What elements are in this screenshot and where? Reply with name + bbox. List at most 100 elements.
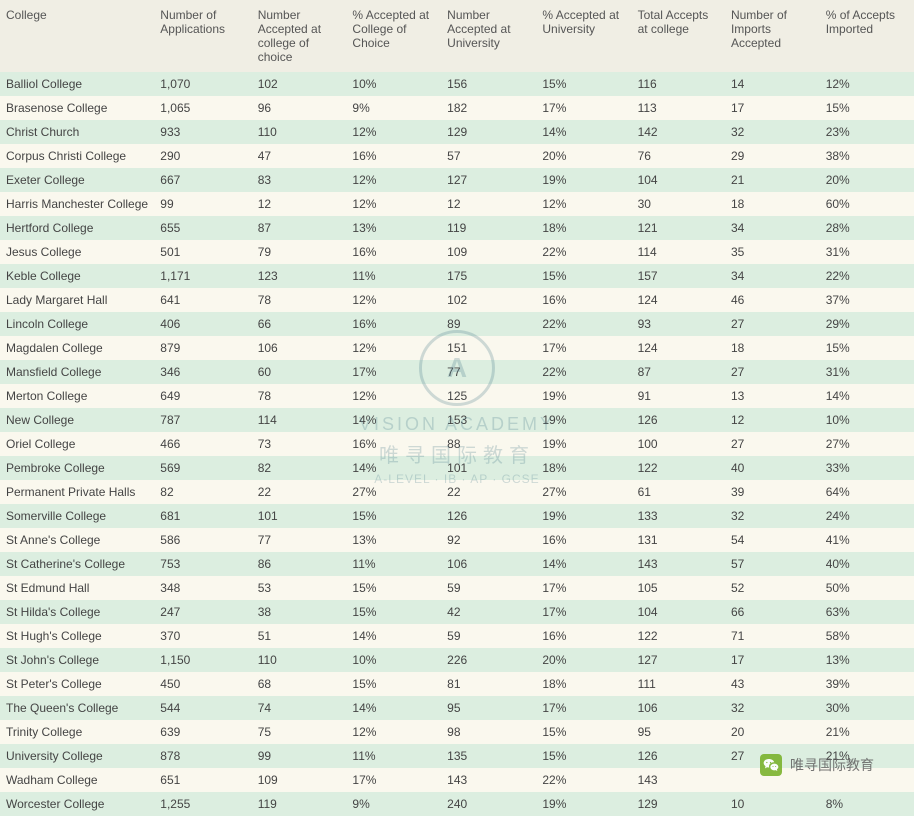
table-cell: 143 [632, 552, 725, 576]
table-cell: University College [0, 744, 154, 768]
table-cell: 1,150 [154, 648, 251, 672]
table-cell: 450 [154, 672, 251, 696]
table-cell: 15% [536, 72, 631, 96]
table-cell: 406 [154, 312, 251, 336]
table-cell: 78 [252, 288, 347, 312]
table-cell: 14% [346, 408, 441, 432]
table-cell: 753 [154, 552, 251, 576]
table-row: Lady Margaret Hall6417812%10216%1244637% [0, 288, 914, 312]
table-cell: 247 [154, 600, 251, 624]
table-cell: 19% [536, 792, 631, 816]
table-cell: 61 [632, 480, 725, 504]
table-cell: 47 [252, 144, 347, 168]
table-cell: 22% [536, 312, 631, 336]
table-cell: 8% [820, 792, 914, 816]
table-cell: 142 [632, 120, 725, 144]
table-cell: 12% [536, 192, 631, 216]
table-cell: 66 [252, 312, 347, 336]
table-cell: 27% [346, 480, 441, 504]
table-cell: 106 [252, 336, 347, 360]
table-body: Balliol College1,07010210%15615%1161412%… [0, 72, 914, 816]
table-cell: Oriel College [0, 432, 154, 456]
table-cell: 27% [536, 480, 631, 504]
table-cell: 77 [252, 528, 347, 552]
table-cell: 13% [820, 648, 914, 672]
table-cell: 114 [252, 408, 347, 432]
table-cell: 32 [725, 696, 820, 720]
table-row: Lincoln College4066616%8922%932729% [0, 312, 914, 336]
column-header: Number Accepted at college of choice [252, 0, 347, 72]
table-cell: 19% [536, 168, 631, 192]
wechat-icon [760, 754, 782, 776]
table-cell: 14% [346, 624, 441, 648]
table-cell: 12% [346, 720, 441, 744]
table-cell: 71 [725, 624, 820, 648]
table-cell: 18 [725, 192, 820, 216]
table-cell: 116 [632, 72, 725, 96]
table-cell: Permanent Private Halls [0, 480, 154, 504]
table-cell: 22% [820, 264, 914, 288]
table-cell: 151 [441, 336, 536, 360]
table-cell: Wadham College [0, 768, 154, 792]
table-cell: 13% [346, 528, 441, 552]
table-cell: 73 [252, 432, 347, 456]
column-header: % Accepted at University [536, 0, 631, 72]
table-cell: 127 [632, 648, 725, 672]
table-cell: 63% [820, 600, 914, 624]
table-cell: 68 [252, 672, 347, 696]
table-cell: 10% [820, 408, 914, 432]
table-cell: 17% [536, 336, 631, 360]
table-cell: 21% [820, 720, 914, 744]
table-cell: 21 [725, 168, 820, 192]
table-cell: 43 [725, 672, 820, 696]
table-cell: 50% [820, 576, 914, 600]
table-cell: 641 [154, 288, 251, 312]
table-cell: Balliol College [0, 72, 154, 96]
table-cell: 15% [536, 264, 631, 288]
table-cell: 131 [632, 528, 725, 552]
table-cell: 129 [441, 120, 536, 144]
column-header: Number of Imports Accepted [725, 0, 820, 72]
table-cell: 57 [725, 552, 820, 576]
table-cell: Keble College [0, 264, 154, 288]
table-cell: 34 [725, 216, 820, 240]
table-cell: 106 [441, 552, 536, 576]
table-row: Exeter College6678312%12719%1042120% [0, 168, 914, 192]
table-cell: 51 [252, 624, 347, 648]
table-cell: 101 [252, 504, 347, 528]
table-cell: 22 [441, 480, 536, 504]
table-cell: Somerville College [0, 504, 154, 528]
table-cell: 96 [252, 96, 347, 120]
table-cell: Merton College [0, 384, 154, 408]
table-cell: 157 [632, 264, 725, 288]
table-cell: 83 [252, 168, 347, 192]
table-cell: 19% [536, 504, 631, 528]
table-cell: 466 [154, 432, 251, 456]
table-row: Permanent Private Halls822227%2227%61396… [0, 480, 914, 504]
table-cell: Lady Margaret Hall [0, 288, 154, 312]
table-cell: 99 [154, 192, 251, 216]
table-cell: 111 [632, 672, 725, 696]
table-cell: 60 [252, 360, 347, 384]
table-cell: Jesus College [0, 240, 154, 264]
table-row: Magdalen College87910612%15117%1241815% [0, 336, 914, 360]
table-cell: 586 [154, 528, 251, 552]
table-row: Keble College1,17112311%17515%1573422% [0, 264, 914, 288]
table-cell: 370 [154, 624, 251, 648]
table-cell: 20% [536, 648, 631, 672]
table-cell: 18% [536, 672, 631, 696]
table-cell: 639 [154, 720, 251, 744]
table-cell: 105 [632, 576, 725, 600]
table-cell: 24% [820, 504, 914, 528]
table-cell: Exeter College [0, 168, 154, 192]
table-cell: 11% [346, 552, 441, 576]
table-cell: 101 [441, 456, 536, 480]
table-cell: 19% [536, 408, 631, 432]
table-cell: 14% [346, 696, 441, 720]
table-row: Christ Church93311012%12914%1423223% [0, 120, 914, 144]
table-cell: 153 [441, 408, 536, 432]
table-cell: 11% [346, 744, 441, 768]
table-row: Trinity College6397512%9815%952021% [0, 720, 914, 744]
table-cell: 41% [820, 528, 914, 552]
table-cell: 81 [441, 672, 536, 696]
